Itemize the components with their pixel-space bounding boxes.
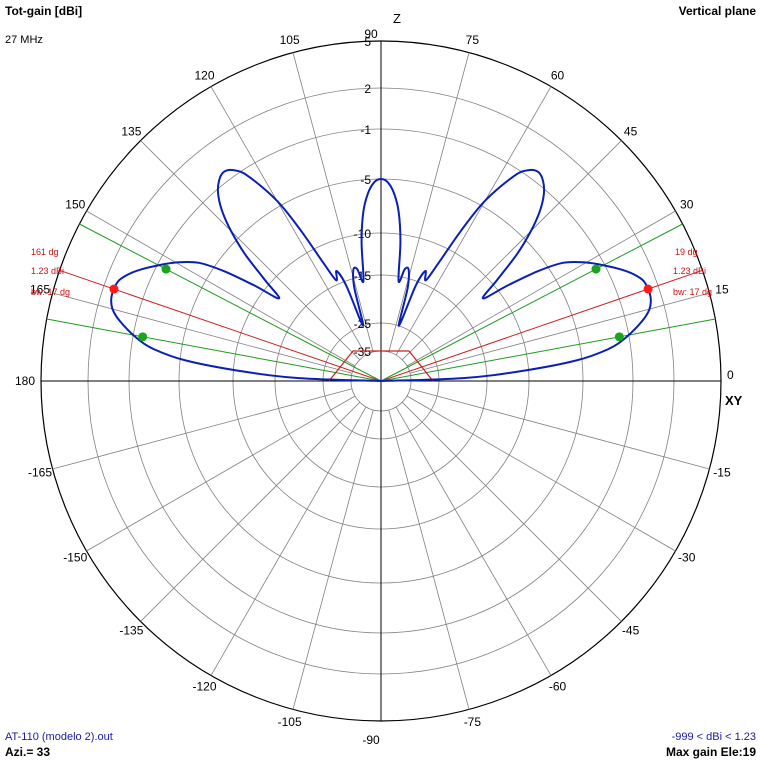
pattern-curve [110, 168, 652, 382]
max-gain-marker [109, 284, 119, 294]
angle-tick-label: -120 [192, 680, 216, 694]
angle-tick-label: -165 [28, 465, 52, 479]
grid-spoke [52, 388, 353, 470]
gain-range: -999 < dBi < 1.23 [671, 731, 756, 743]
angle-tick-label: -135 [119, 624, 143, 638]
beamwidth-line [79, 223, 382, 382]
radial-tick-label: -5 [360, 173, 371, 187]
frequency-label: 27 MHz [5, 34, 43, 46]
beamwidth-marker [161, 264, 171, 274]
grid-spoke [86, 210, 356, 367]
left-beamwidth-label: bw: 17 dg [31, 287, 71, 297]
grid-spoke [409, 292, 710, 374]
chart-title: Tot-gain [dBi] [5, 4, 83, 18]
beamwidth-line [380, 223, 683, 382]
angle-tick-label: 135 [121, 124, 141, 138]
marker-lines [46, 223, 716, 382]
radiation-pattern [110, 168, 652, 382]
angle-tick-label: 150 [65, 198, 85, 212]
angle-tick-label: -60 [549, 680, 567, 694]
right-beamwidth-label: bw: 17 dg [673, 287, 713, 297]
beamwidth-line [380, 318, 716, 382]
angle-tick-label: 60 [551, 68, 565, 82]
grid-spoke [210, 86, 367, 356]
grid-spoke [52, 292, 353, 374]
angle-tick-label: -90 [362, 733, 380, 747]
angle-tick-label: -15 [713, 465, 731, 479]
radial-tick-label: 5 [364, 35, 371, 49]
grid-spoke [292, 52, 374, 353]
angle-tick-label: 0 [727, 368, 734, 382]
angle-tick-labels: 0 15 30 45 60 75 90 105 120 135 150 165 180 -165 -150 -… [15, 27, 734, 747]
beamwidth-marker [614, 332, 624, 342]
grid-spoke [406, 395, 676, 552]
radial-tick-label: -1 [360, 123, 371, 137]
angle-tick-label: 75 [466, 33, 480, 47]
grid-spoke [406, 210, 676, 367]
radial-tick-label: 2 [364, 82, 371, 96]
max-gain-marker [643, 284, 653, 294]
file-name: AT-110 (modelo 2).out [5, 731, 113, 743]
grid-spoke [140, 140, 361, 361]
grid-spoke [140, 401, 361, 622]
beamwidth-marker [138, 332, 148, 342]
grid-spoke [395, 406, 552, 676]
angle-tick-label: 45 [624, 124, 638, 138]
angle-tick-label: -30 [678, 551, 696, 565]
grid-spoke [388, 52, 470, 353]
grid-spoke [388, 409, 470, 710]
grid-spoke [401, 401, 622, 622]
pattern-markers [109, 264, 653, 342]
xy-axis-label: XY [725, 393, 743, 408]
azimuth-label: Azi.= 33 [5, 745, 51, 759]
beamwidth-line [46, 318, 382, 382]
right-max-angle-label: 19 dg [675, 247, 698, 257]
reference-triangle [328, 350, 434, 382]
angle-tick-label: -45 [622, 624, 640, 638]
radial-tick-labels: 52-1-5-10-15-25-35 [354, 35, 372, 359]
z-axis-label: Z [393, 11, 401, 26]
grid-spoke [210, 406, 367, 676]
right-max-gain-label: 1.23 dBi [673, 266, 707, 276]
grid-spoke [395, 86, 552, 356]
angle-tick-label: 105 [280, 33, 300, 47]
grid-spoke [401, 140, 622, 361]
angular-grid-spokes [52, 52, 710, 710]
angle-tick-label: -75 [464, 715, 482, 729]
angle-tick-label: 15 [715, 283, 729, 297]
angle-tick-label: -150 [63, 551, 87, 565]
left-max-gain-label: 1.23 dBi [31, 266, 65, 276]
grid-spoke [292, 409, 374, 710]
angle-tick-label: 30 [680, 198, 694, 212]
angle-tick-label: 120 [194, 68, 214, 82]
angle-tick-label: 90 [364, 27, 378, 41]
max-gain-label: Max gain Ele:19 [665, 745, 756, 759]
angle-tick-label: -105 [278, 715, 302, 729]
grid-spoke [86, 395, 356, 552]
angle-tick-label: 165 [30, 283, 50, 297]
radial-tick-label: -35 [354, 345, 372, 359]
plane-label: Vertical plane [678, 4, 756, 18]
left-max-angle-label: 161 dg [31, 247, 59, 257]
grid-spoke [409, 388, 710, 470]
beamwidth-marker [591, 264, 601, 274]
angle-tick-label: 180 [15, 374, 35, 388]
